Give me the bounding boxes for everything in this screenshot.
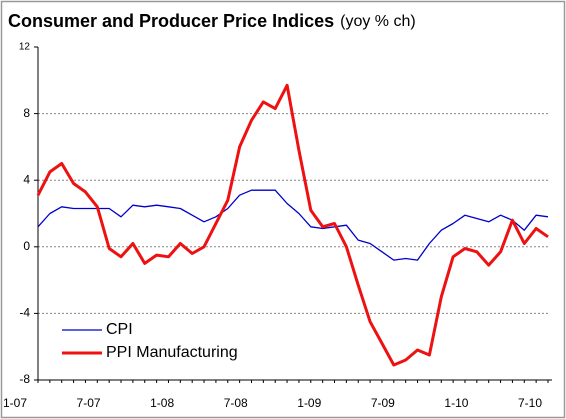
title-text: Consumer and Producer Price Indices (8, 11, 334, 31)
x-tick-label: 1-08 (150, 396, 174, 410)
x-tick-label: 1-09 (297, 396, 321, 410)
y-tick-label: 0 (23, 239, 30, 253)
x-tick-label: 7-07 (77, 396, 101, 410)
legend-label: CPI (106, 321, 133, 338)
y-tick-label: -8 (19, 372, 30, 386)
legend-label: PPI Manufacturing (106, 344, 238, 361)
x-tick-label: 7-10 (518, 396, 542, 410)
y-tick-label: 8 (23, 106, 30, 120)
x-tick-label: 7-09 (371, 396, 395, 410)
y-tick-label: -4 (19, 306, 30, 320)
y-tick-label: 4 (23, 172, 30, 186)
x-tick-label: 1-07 (3, 396, 27, 410)
subtitle-text: (yoy % ch) (340, 13, 416, 30)
y-tick-label: 12 (19, 42, 31, 53)
chart-title: Consumer and Producer Price Indices (yoy … (8, 11, 416, 31)
series-line (37, 189, 549, 261)
x-tick-label: 1-10 (444, 396, 468, 410)
series-line (36, 83, 549, 367)
x-tick-label: 7-08 (224, 396, 248, 410)
